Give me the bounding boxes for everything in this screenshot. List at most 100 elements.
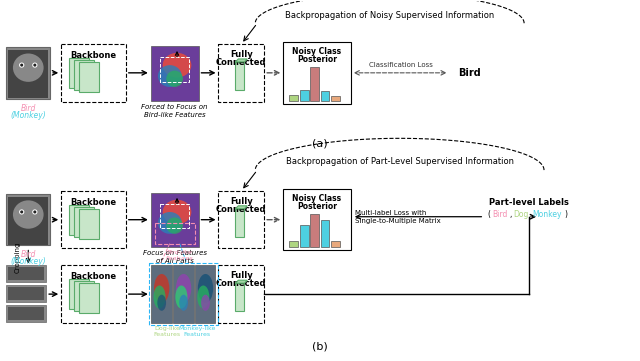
Text: Classification Loss: Classification Loss bbox=[369, 62, 433, 68]
Text: (b): (b) bbox=[312, 342, 328, 352]
Bar bbox=[218, 44, 264, 101]
Text: (a): (a) bbox=[312, 138, 328, 148]
Bar bbox=[151, 193, 198, 248]
Bar bbox=[236, 209, 244, 236]
Text: Bird: Bird bbox=[20, 104, 36, 113]
Text: Backpropagation of Part-Level Supervised Information: Backpropagation of Part-Level Supervised… bbox=[285, 157, 514, 166]
Bar bbox=[61, 191, 126, 248]
Text: ): ) bbox=[564, 210, 567, 219]
Bar bbox=[8, 307, 44, 320]
Text: Connected: Connected bbox=[216, 205, 267, 214]
Ellipse shape bbox=[176, 274, 191, 303]
Text: Part-level Labels: Part-level Labels bbox=[489, 198, 569, 207]
Text: Dog: Dog bbox=[513, 210, 529, 219]
Ellipse shape bbox=[179, 295, 188, 311]
Ellipse shape bbox=[175, 286, 188, 309]
Bar bbox=[8, 197, 48, 244]
Bar bbox=[61, 265, 126, 323]
Bar bbox=[8, 268, 44, 280]
Ellipse shape bbox=[32, 62, 38, 68]
Bar bbox=[310, 67, 319, 101]
Text: Backbone: Backbone bbox=[70, 198, 116, 207]
Bar bbox=[160, 204, 189, 229]
Bar bbox=[151, 265, 172, 323]
Ellipse shape bbox=[163, 200, 191, 224]
Polygon shape bbox=[236, 280, 247, 283]
Bar bbox=[300, 225, 308, 248]
Text: Bird-like Features: Bird-like Features bbox=[144, 112, 205, 118]
Bar bbox=[218, 265, 264, 323]
Text: Monkey-like: Monkey-like bbox=[178, 326, 216, 331]
Bar bbox=[331, 96, 340, 101]
Text: Dog-like: Dog-like bbox=[154, 326, 180, 331]
Bar bbox=[148, 264, 218, 325]
Bar bbox=[236, 283, 244, 311]
Text: Bird-like: Bird-like bbox=[166, 251, 193, 256]
Text: Bird: Bird bbox=[458, 68, 481, 78]
Ellipse shape bbox=[166, 71, 183, 87]
Ellipse shape bbox=[13, 200, 44, 229]
Bar bbox=[74, 207, 94, 236]
Text: Connected: Connected bbox=[216, 58, 267, 67]
Text: Features: Features bbox=[154, 332, 180, 337]
Ellipse shape bbox=[20, 210, 23, 213]
Bar bbox=[6, 194, 50, 245]
Ellipse shape bbox=[154, 274, 170, 303]
Text: Fully: Fully bbox=[230, 271, 253, 280]
Ellipse shape bbox=[158, 212, 182, 234]
Bar bbox=[6, 285, 46, 302]
Bar bbox=[300, 90, 308, 101]
Bar bbox=[321, 91, 330, 101]
Text: Bird: Bird bbox=[20, 251, 36, 260]
Text: Single-to-Multiple Matrix: Single-to-Multiple Matrix bbox=[355, 218, 440, 224]
Bar bbox=[155, 223, 195, 244]
Text: Multi-label Loss with: Multi-label Loss with bbox=[355, 210, 426, 216]
Text: Focus on Features: Focus on Features bbox=[143, 251, 207, 256]
Ellipse shape bbox=[158, 65, 182, 87]
Bar bbox=[74, 60, 94, 90]
Text: Noisy Class: Noisy Class bbox=[292, 194, 342, 203]
Bar bbox=[69, 279, 89, 309]
Text: Bird: Bird bbox=[492, 210, 508, 219]
Bar bbox=[6, 47, 50, 99]
Text: Posterior: Posterior bbox=[297, 55, 337, 64]
Text: Monkey: Monkey bbox=[532, 210, 561, 219]
Text: Features: Features bbox=[183, 332, 211, 337]
Bar bbox=[79, 209, 99, 239]
Bar bbox=[6, 265, 46, 282]
Ellipse shape bbox=[32, 209, 38, 214]
Bar bbox=[283, 189, 351, 251]
Text: Posterior: Posterior bbox=[297, 202, 337, 211]
Bar bbox=[8, 287, 44, 300]
Ellipse shape bbox=[197, 286, 209, 309]
Text: of All Parts: of All Parts bbox=[156, 258, 193, 264]
Ellipse shape bbox=[20, 64, 23, 67]
Bar bbox=[6, 305, 46, 322]
Bar bbox=[61, 44, 126, 101]
Bar bbox=[321, 219, 330, 248]
Text: (Monkey): (Monkey) bbox=[10, 110, 46, 119]
Ellipse shape bbox=[13, 53, 44, 82]
Bar bbox=[69, 205, 89, 235]
Ellipse shape bbox=[19, 209, 24, 214]
Text: Cropping: Cropping bbox=[14, 241, 20, 273]
Text: Connected: Connected bbox=[216, 279, 267, 288]
Ellipse shape bbox=[19, 62, 24, 68]
Text: Fully: Fully bbox=[230, 197, 253, 206]
Text: Features: Features bbox=[166, 256, 193, 261]
Text: (: ( bbox=[487, 210, 490, 219]
Bar bbox=[289, 241, 298, 248]
Bar bbox=[8, 50, 48, 97]
Polygon shape bbox=[236, 206, 247, 209]
Ellipse shape bbox=[201, 295, 210, 311]
Text: Backbone: Backbone bbox=[70, 51, 116, 60]
Text: Backbone: Backbone bbox=[70, 272, 116, 281]
Text: ,: , bbox=[528, 210, 531, 219]
Text: Forced to Focus on: Forced to Focus on bbox=[141, 104, 208, 110]
Bar bbox=[195, 265, 216, 323]
Text: Fully: Fully bbox=[230, 50, 253, 59]
Bar bbox=[160, 57, 189, 82]
Bar bbox=[331, 241, 340, 248]
Ellipse shape bbox=[33, 64, 36, 67]
Ellipse shape bbox=[163, 53, 191, 77]
